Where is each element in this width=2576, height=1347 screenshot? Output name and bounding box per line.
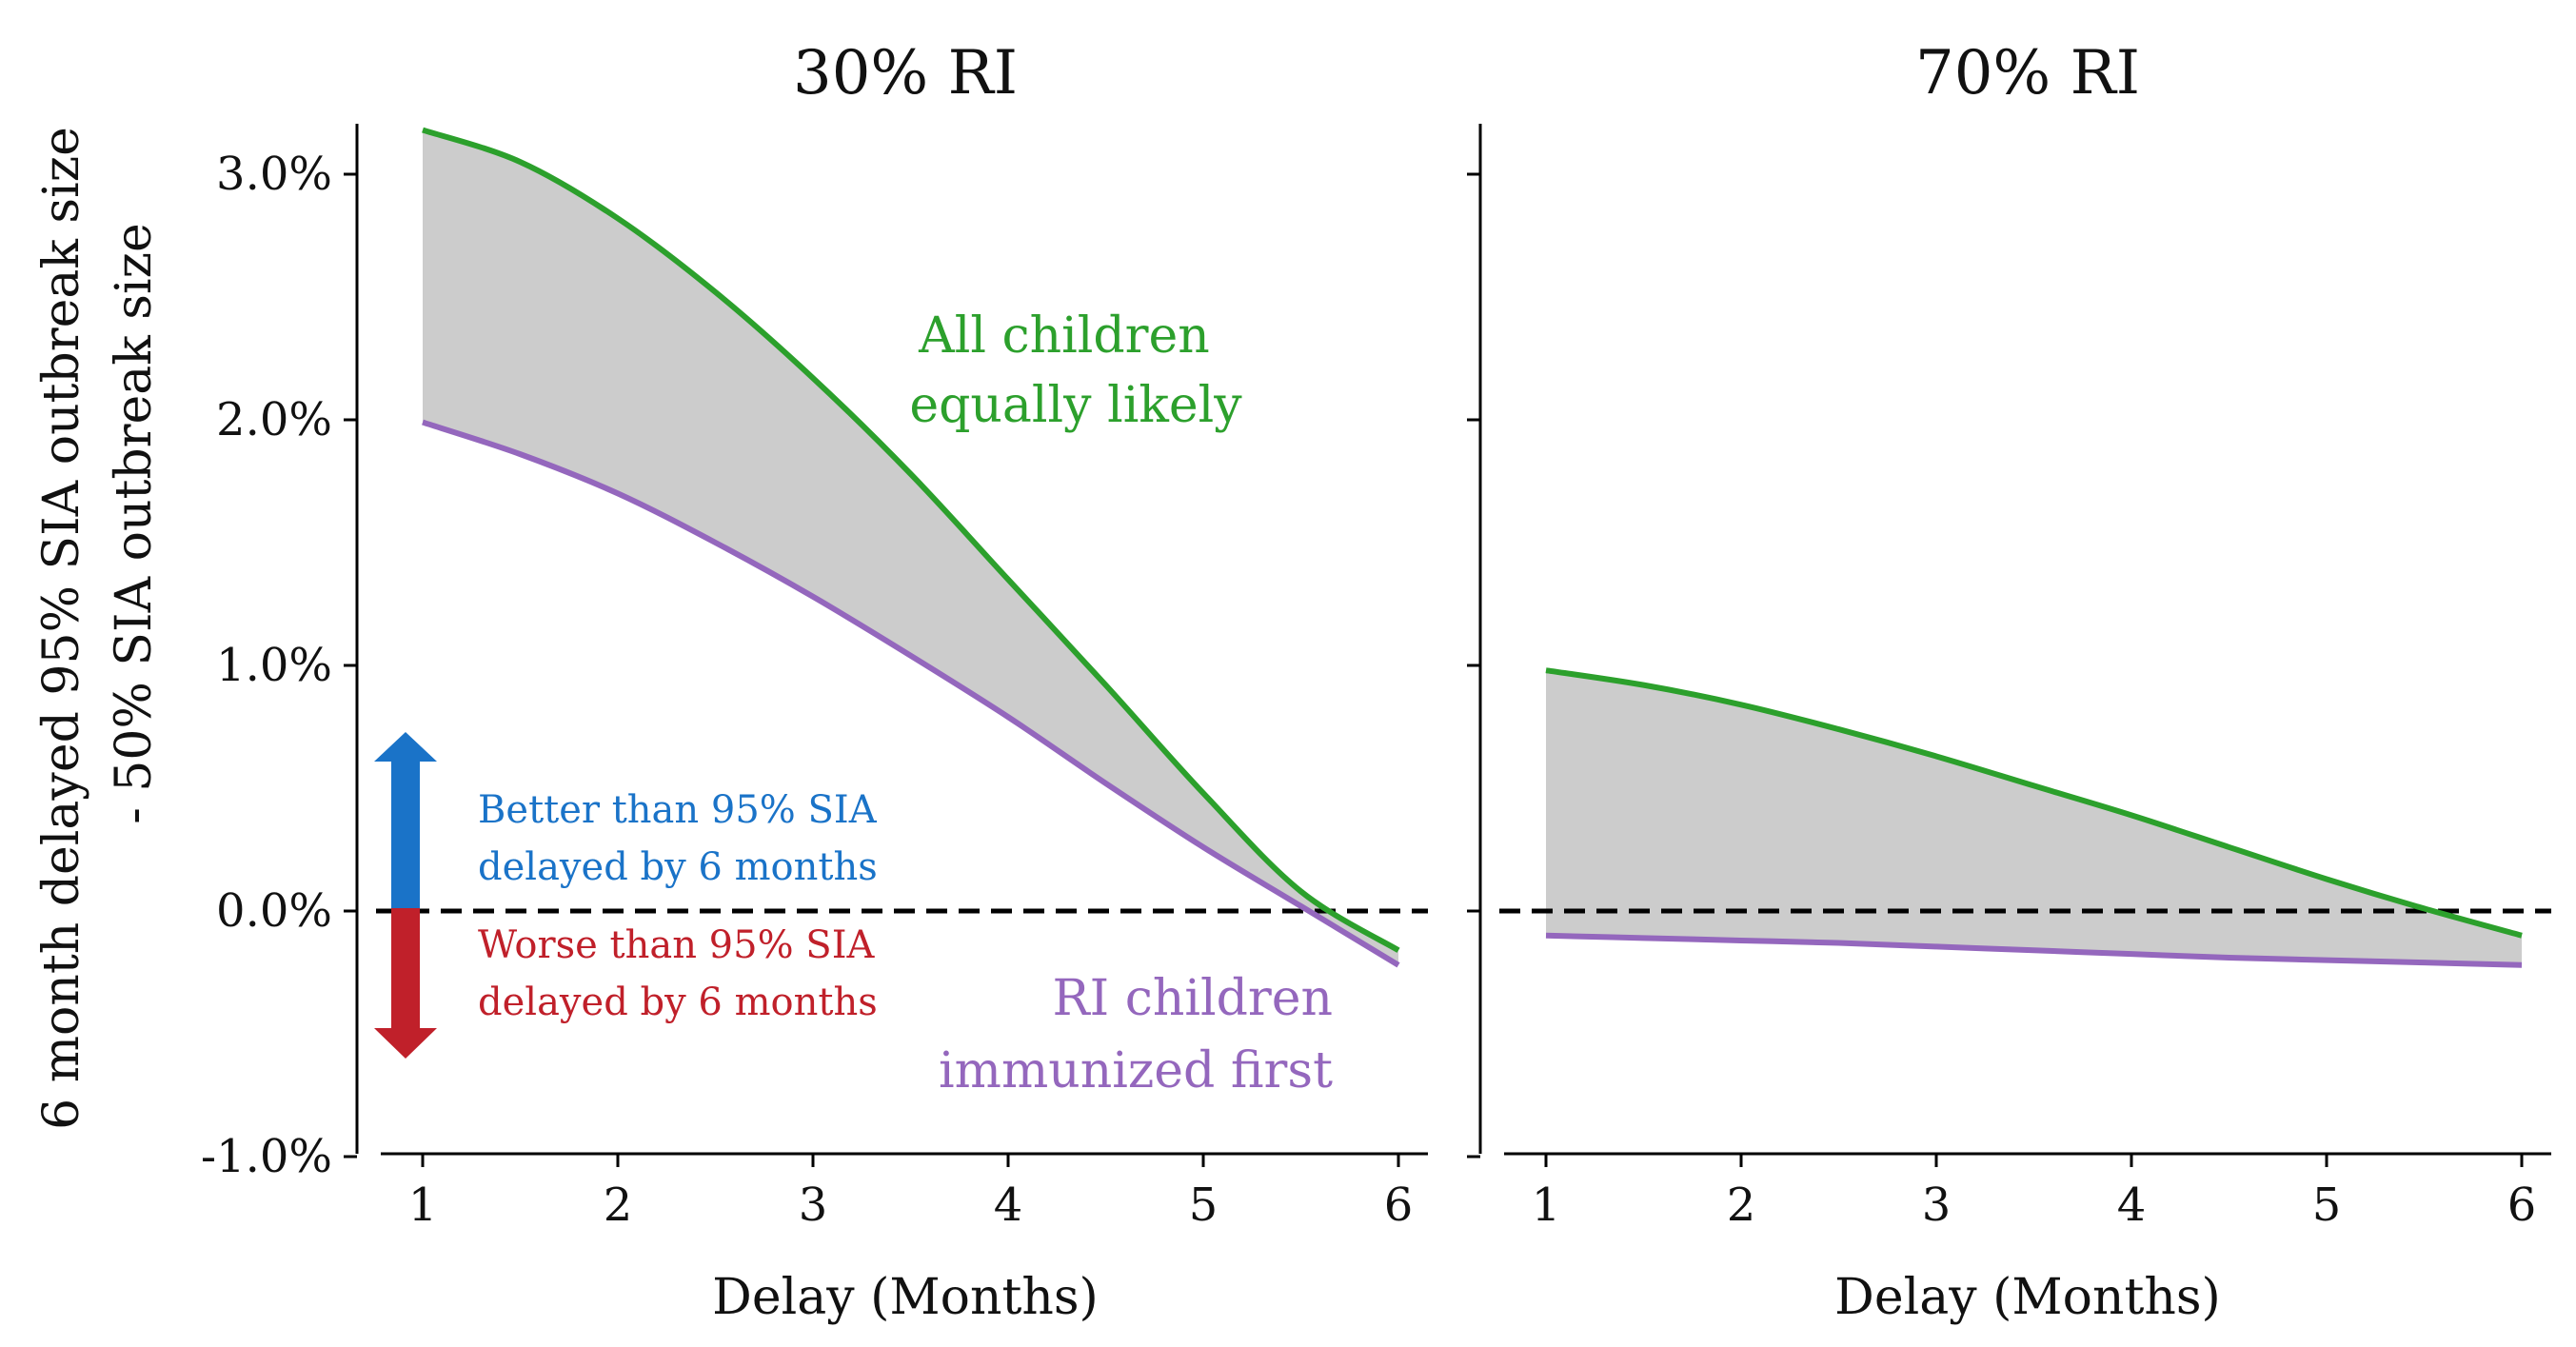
x-tick-label: 5: [1189, 1179, 1219, 1232]
x-tick-label: 6: [1384, 1179, 1414, 1232]
series-line-green: [422, 127, 1400, 953]
y-axis-label-line2: - 50% SIA outbreak size: [106, 223, 163, 824]
x-tick-label: 1: [1532, 1179, 1561, 1232]
x-tick-label: 5: [2312, 1179, 2342, 1232]
y-axis-label-line1: 6 month delayed 95% SIA outbreak size: [33, 127, 90, 1130]
panel-30-ri: 30% RI 3.0% 2.0% 1.0% 0.0% -1.0% 1 2 3 4 5 6 Dela…: [201, 38, 1428, 1326]
x-ticks: 1 2 3 4 5 6: [1532, 1154, 2537, 1232]
worse-label-line2: delayed by 6 months: [478, 981, 878, 1024]
x-tick-label: 4: [994, 1179, 1023, 1232]
x-ticks: 1 2 3 4 5 6: [408, 1154, 1414, 1232]
series-line-purple: [422, 419, 1400, 968]
y-tick-label: 0.0%: [216, 884, 332, 938]
better-arrow-icon: [374, 732, 437, 785]
better-arrow-icon-shaft: [391, 785, 420, 908]
worse-arrow-icon: [374, 908, 437, 1059]
y-tick-label: -1.0%: [201, 1130, 332, 1183]
band-fill: [1546, 670, 2522, 965]
y-ticks: 3.0% 2.0% 1.0% 0.0% -1.0%: [201, 148, 357, 1183]
y-tick-label: 3.0%: [216, 148, 332, 201]
x-axis-label: Delay (Months): [1834, 1269, 2221, 1326]
y-ticks: [1467, 172, 1480, 1159]
x-tick-label: 2: [604, 1179, 633, 1232]
x-tick-label: 1: [408, 1179, 438, 1232]
x-tick-label: 6: [2507, 1179, 2537, 1232]
green-label-line2: equally likely: [909, 377, 1242, 434]
purple-label-line2: immunized first: [939, 1042, 1333, 1099]
green-label-line1: All children: [918, 307, 1210, 365]
x-tick-label: 4: [2117, 1179, 2147, 1232]
y-tick-label: 2.0%: [216, 393, 332, 446]
better-label-line2: delayed by 6 months: [478, 845, 878, 889]
x-tick-label: 2: [1727, 1179, 1756, 1232]
x-axis-label: Delay (Months): [712, 1269, 1099, 1326]
worse-label-line1: Worse than 95% SIA: [478, 923, 876, 967]
series-line-purple: [1545, 932, 2523, 968]
y-tick-label: 1.0%: [216, 639, 332, 692]
band-fill: [423, 129, 1398, 965]
series-line-green: [1545, 667, 2523, 939]
purple-label-line1: RI children: [1052, 970, 1333, 1027]
better-label-line1: Better than 95% SIA: [478, 788, 878, 832]
x-tick-label: 3: [1922, 1179, 1952, 1232]
x-tick-label: 3: [799, 1179, 828, 1232]
panel-title: 30% RI: [793, 38, 1018, 109]
panel-title: 70% RI: [1915, 38, 2140, 109]
panel-70-ri: 70% RI 1 2 3 4 5 6 Delay (Months): [1467, 38, 2551, 1326]
